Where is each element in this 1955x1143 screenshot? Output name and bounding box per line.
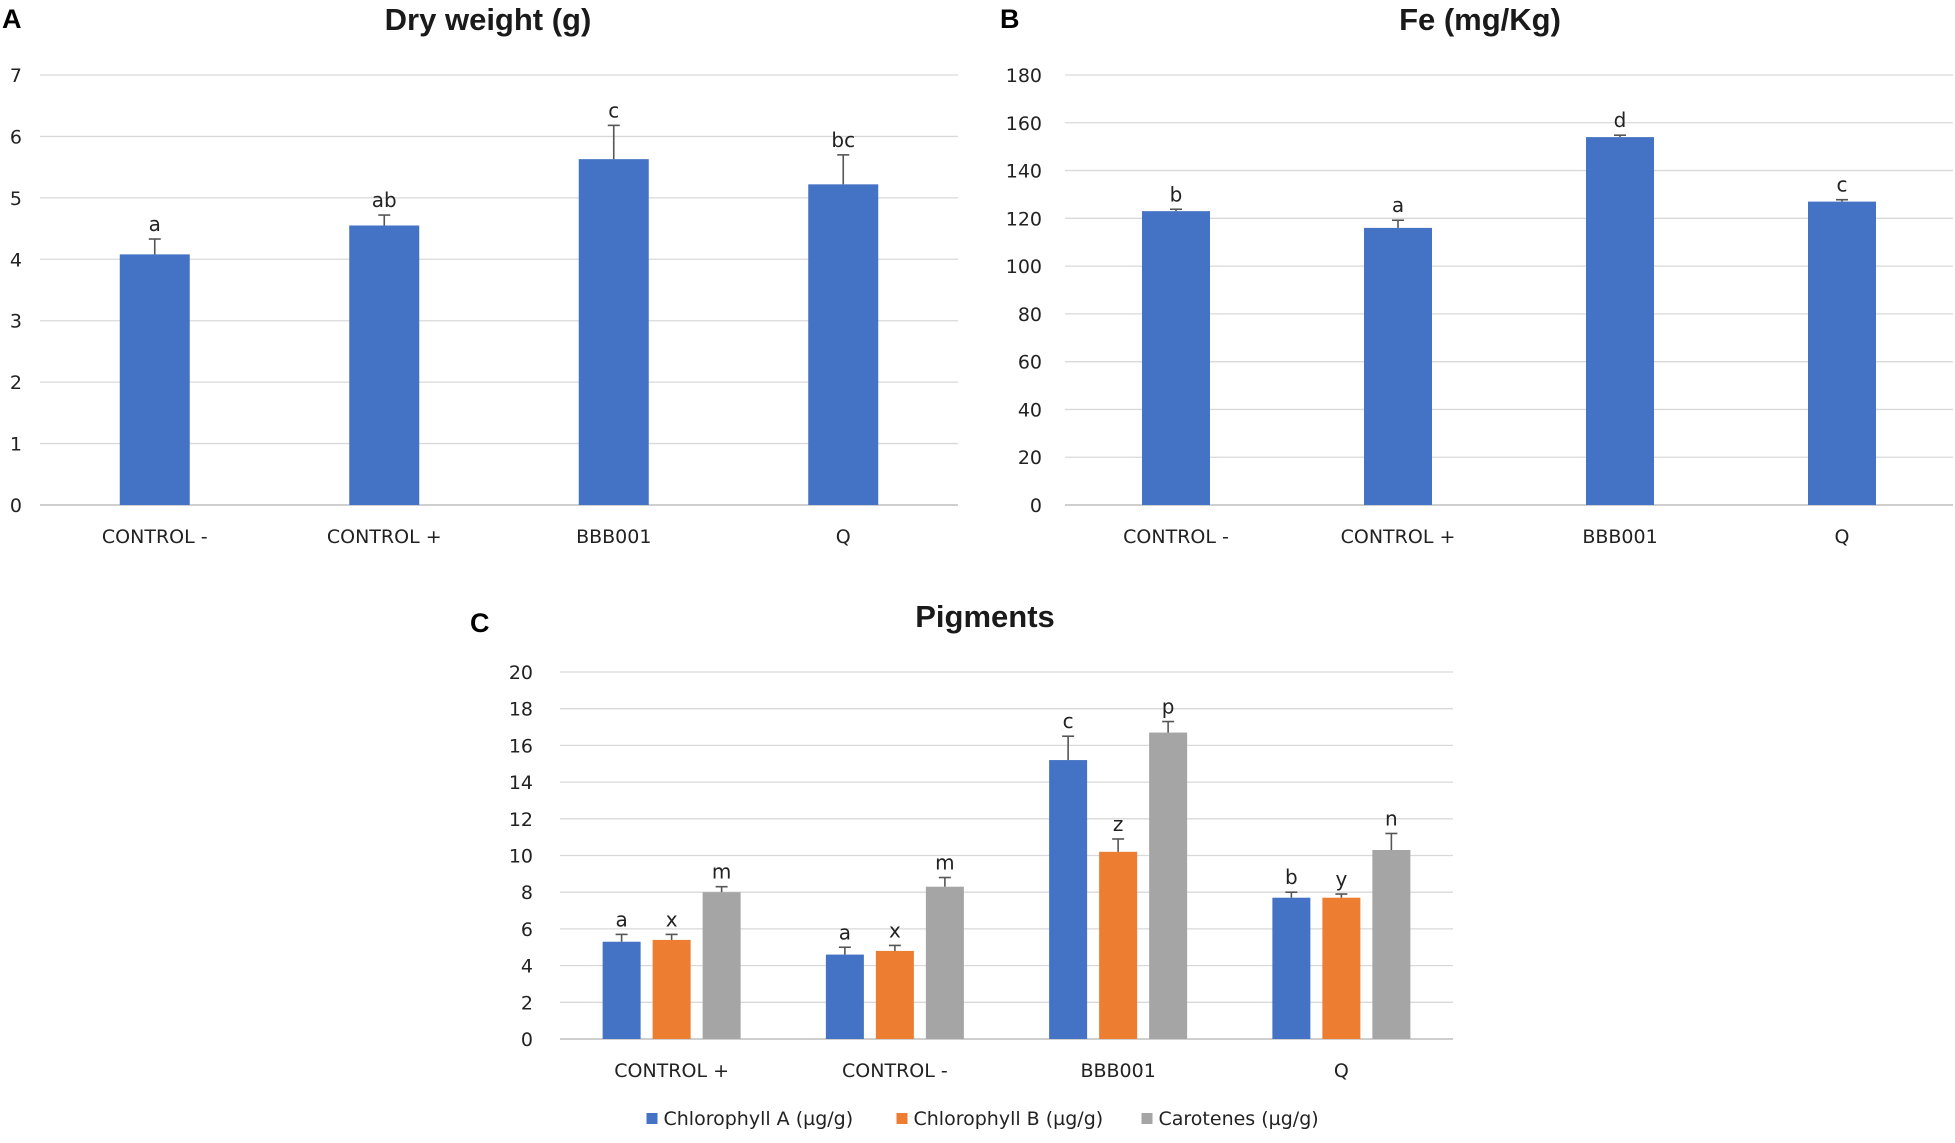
chart-fe: Fe (mg/Kg) 0 20 40 60 80 100 120 140 160 180 CONTRO… xyxy=(1006,2,1953,548)
y-tick-label: 16 xyxy=(509,735,533,757)
bar-chlorophyll-a-g-g-q xyxy=(1272,897,1311,1039)
bar-fe-mg-kg-control xyxy=(1142,211,1210,505)
significance-label: y xyxy=(1335,867,1347,891)
significance-label: n xyxy=(1385,806,1398,830)
x-category-label: Q xyxy=(836,526,851,548)
y-tick-label: 40 xyxy=(1018,399,1042,421)
y-tick-label: 3 xyxy=(10,311,22,333)
legend-label-chlorophyll-a-g-g: Chlorophyll A (µg/g) xyxy=(664,1108,854,1130)
y-tick-label: 20 xyxy=(509,662,533,684)
significance-label: c xyxy=(1063,709,1074,733)
y-tick-label: 18 xyxy=(509,699,533,721)
significance-label: x xyxy=(889,918,901,942)
x-category-label: Q xyxy=(1835,526,1850,548)
x-category-label: CONTROL + xyxy=(1341,526,1456,548)
bar-fe-mg-kg-bbb001 xyxy=(1586,137,1654,505)
legend: Chlorophyll A (µg/g) Chlorophyll B (µg/g)… xyxy=(646,1108,1319,1130)
x-category-label: CONTROL + xyxy=(614,1060,729,1082)
chart-dry-weight: Dry weight (g) 0 1 2 3 4 5 6 7 CONTROL - a CONTROL … xyxy=(10,2,958,548)
significance-label: c xyxy=(1837,173,1848,197)
chart-pigments: Pigments 0 2 4 6 8 10 12 14 16 18 20 CONTROL + a x m CON… xyxy=(509,599,1453,1130)
bar-carotenes-g-g-q xyxy=(1372,849,1411,1039)
significance-label: a xyxy=(839,920,851,944)
significance-label: x xyxy=(666,907,678,931)
y-tick-label: 8 xyxy=(521,882,533,904)
y-tick-label: 2 xyxy=(521,992,533,1014)
significance-label: b xyxy=(1170,182,1183,206)
y-tick-label: 2 xyxy=(10,372,22,394)
y-tick-label: 6 xyxy=(10,126,22,148)
significance-label: a xyxy=(149,212,161,236)
y-tick-label: 4 xyxy=(521,956,533,978)
y-tick-label: 0 xyxy=(1030,495,1042,517)
bar-chlorophyll-a-g-g-control xyxy=(825,954,864,1039)
y-tick-label: 20 xyxy=(1018,447,1042,469)
bar-dry-weight-g-control xyxy=(349,225,420,505)
significance-label: z xyxy=(1113,812,1124,836)
x-category-label: BBB001 xyxy=(1080,1060,1155,1082)
significance-label: d xyxy=(1614,108,1627,132)
significance-label: bc xyxy=(831,128,855,152)
bar-dry-weight-g-bbb001 xyxy=(578,159,649,505)
y-tick-label: 120 xyxy=(1006,208,1042,230)
bar-chlorophyll-b-g-g-bbb001 xyxy=(1099,851,1138,1039)
y-tick-label: 4 xyxy=(10,249,22,271)
y-tick-label: 10 xyxy=(509,846,533,868)
significance-label: a xyxy=(615,907,627,931)
x-category-label: CONTROL - xyxy=(102,526,208,548)
significance-label: p xyxy=(1162,695,1175,719)
chart-title-b: Fe (mg/Kg) xyxy=(1399,2,1561,37)
panel-letter-a: A xyxy=(2,4,22,34)
x-category-label: CONTROL - xyxy=(842,1060,948,1082)
y-tick-label: 12 xyxy=(509,809,533,831)
y-tick-label: 140 xyxy=(1006,161,1042,183)
legend-label-chlorophyll-b-g-g: Chlorophyll B (µg/g) xyxy=(914,1108,1104,1130)
bar-fe-mg-kg-q xyxy=(1808,201,1876,505)
bar-chlorophyll-b-g-g-control xyxy=(652,939,691,1039)
bar-carotenes-g-g-bbb001 xyxy=(1149,732,1188,1039)
x-category-label: CONTROL - xyxy=(1123,526,1229,548)
bar-chlorophyll-a-g-g-bbb001 xyxy=(1049,760,1088,1039)
y-tick-label: 160 xyxy=(1006,113,1042,135)
y-tick-label: 14 xyxy=(509,772,533,794)
bar-chlorophyll-a-g-g-control xyxy=(602,941,641,1039)
panel-letter-c: C xyxy=(470,608,490,638)
significance-label: a xyxy=(1392,193,1404,217)
y-tick-label: 100 xyxy=(1006,256,1042,278)
y-tick-label: 60 xyxy=(1018,352,1042,374)
significance-label: m xyxy=(935,851,954,875)
significance-label: b xyxy=(1285,865,1298,889)
x-category-label: Q xyxy=(1334,1060,1349,1082)
significance-label: c xyxy=(608,98,619,122)
legend-label-carotenes-g-g: Carotenes (µg/g) xyxy=(1159,1108,1319,1130)
bar-chlorophyll-b-g-g-q xyxy=(1322,897,1361,1039)
legend-swatch-chlorophyll-a-g-g xyxy=(646,1113,658,1124)
legend-swatch-carotenes-g-g xyxy=(1141,1113,1153,1124)
x-category-label: CONTROL + xyxy=(327,526,442,548)
significance-label: m xyxy=(712,860,731,884)
y-tick-label: 5 xyxy=(10,188,22,210)
y-tick-label: 1 xyxy=(10,434,22,456)
x-category-label: BBB001 xyxy=(576,526,651,548)
y-tick-label: 180 xyxy=(1006,65,1042,87)
bar-dry-weight-g-control xyxy=(119,254,190,505)
chart-title-c: Pigments xyxy=(915,599,1055,634)
bar-carotenes-g-g-control xyxy=(925,886,964,1039)
y-tick-label: 0 xyxy=(521,1029,533,1051)
chart-title-a: Dry weight (g) xyxy=(385,2,592,37)
y-tick-label: 0 xyxy=(10,495,22,517)
bar-chlorophyll-b-g-g-control xyxy=(875,950,914,1039)
x-category-label: BBB001 xyxy=(1582,526,1657,548)
bar-dry-weight-g-q xyxy=(808,184,879,506)
legend-swatch-chlorophyll-b-g-g xyxy=(896,1113,908,1124)
bar-carotenes-g-g-control xyxy=(702,892,741,1039)
significance-label: ab xyxy=(372,188,397,212)
panel-letter-b: B xyxy=(1000,4,1020,34)
bar-fe-mg-kg-control xyxy=(1364,227,1432,505)
y-tick-label: 80 xyxy=(1018,304,1042,326)
y-tick-label: 6 xyxy=(521,919,533,941)
y-tick-label: 7 xyxy=(10,65,22,87)
